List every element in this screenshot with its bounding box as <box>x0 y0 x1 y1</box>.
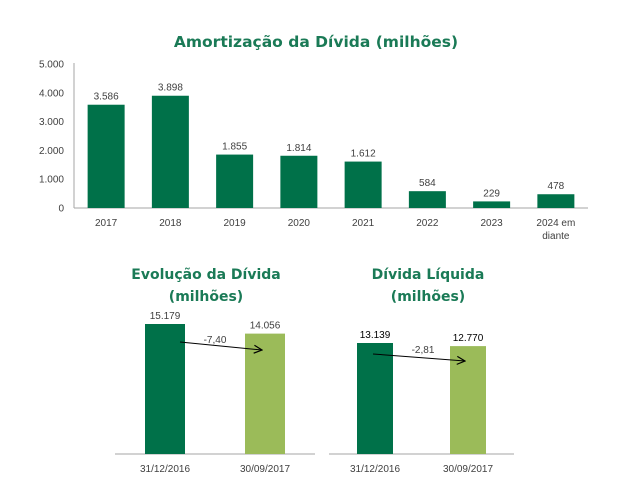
y-tick-label: 2.000 <box>39 146 64 157</box>
bar-value-label: 13.139 <box>360 330 391 341</box>
debt-evolution-chart: Evolução da Dívida (milhões) 15.179 31/12… <box>115 267 315 475</box>
net-debt-arrow <box>372 353 465 361</box>
bar-2018 <box>151 95 189 208</box>
debt-evolution-change-label: -7,40 <box>204 335 227 346</box>
y-tick-label: 1.000 <box>39 175 64 186</box>
amortization-chart-title: Amortização da Dívida (milhões) <box>174 33 458 51</box>
x-tick-label: 31/12/2016 <box>350 464 400 475</box>
bar-2021 <box>344 161 382 208</box>
bar-2023 <box>473 201 511 208</box>
x-tick-label: 2017 <box>95 218 118 229</box>
bar-value-label: 478 <box>548 181 565 192</box>
bar-31-12-2016 <box>145 324 185 454</box>
x-tick-label: 2022 <box>416 218 439 229</box>
x-tick-label: 2020 <box>288 218 311 229</box>
x-tick-label: 31/12/2016 <box>140 464 190 475</box>
bar-value-label: 14.056 <box>250 321 281 332</box>
bar-value-label: 15.179 <box>150 311 181 322</box>
y-tick-label: 0 <box>58 204 64 215</box>
bar-31-12-2016 <box>357 343 393 454</box>
debt-evolution-arrow <box>179 341 262 350</box>
x-tick-label: diante <box>542 231 570 242</box>
bar-2020 <box>280 155 318 208</box>
bar-value-label: 1.814 <box>286 143 311 154</box>
bar-value-label: 12.770 <box>453 333 484 344</box>
bar-2019 <box>216 154 254 208</box>
x-tick-label: 2018 <box>159 218 182 229</box>
x-tick-label: 2023 <box>481 218 504 229</box>
y-tick-label: 3.000 <box>39 117 64 128</box>
bar-value-label: 3.898 <box>158 83 183 94</box>
debt-evolution-title-line-2: (milhões) <box>169 289 243 305</box>
x-tick-label: 30/09/2017 <box>443 464 493 475</box>
y-tick-label: 5.000 <box>39 60 64 71</box>
x-tick-label: 2024 em <box>536 218 575 229</box>
net-debt-chart: Dívida Líquida (milhões) 13.139 31/12/201… <box>329 267 514 475</box>
bar-value-label: 1.612 <box>351 149 376 160</box>
bar-value-label: 1.855 <box>222 142 247 153</box>
bar-2022 <box>408 191 446 208</box>
x-tick-label: 30/09/2017 <box>240 464 290 475</box>
net-debt-title-line-1: Dívida Líquida <box>372 267 485 283</box>
amortization-chart: Amortização da Dívida (milhões) 0 1.000 2.… <box>39 33 588 242</box>
bar-2024-em-diante <box>537 194 575 208</box>
x-tick-label: 2019 <box>224 218 247 229</box>
net-debt-change-label: -2,81 <box>412 345 435 356</box>
bar-value-label: 229 <box>483 188 500 199</box>
y-tick-label: 4.000 <box>39 88 64 99</box>
debt-evolution-title-line-1: Evolução da Dívida <box>131 267 280 283</box>
net-debt-title-line-2: (milhões) <box>391 289 465 305</box>
bar-value-label: 3.586 <box>94 92 119 103</box>
bar-2017 <box>87 104 125 208</box>
x-tick-label: 2021 <box>352 218 375 229</box>
bar-30-09-2017 <box>450 346 486 454</box>
bar-30-09-2017 <box>245 333 285 454</box>
bar-value-label: 584 <box>419 178 436 189</box>
